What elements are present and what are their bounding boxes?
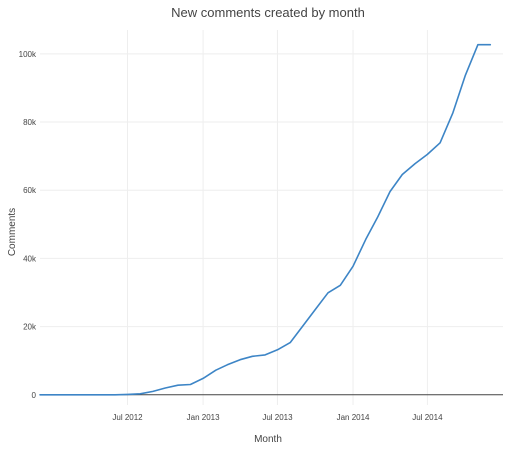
chart-title: New comments created by month — [171, 5, 365, 20]
x-tick-label: Jan 2013 — [187, 413, 220, 422]
y-tick-label: 20k — [23, 323, 37, 332]
y-axis-label: Comments — [7, 208, 18, 256]
series-layer — [39, 43, 492, 396]
y-tick-label: 40k — [23, 254, 37, 263]
x-axis-label: Month — [254, 434, 282, 445]
y-tick-label: 100k — [19, 50, 37, 59]
y-tick-label: 0 — [32, 391, 37, 400]
tick-labels: Jul 2012 Jan 2013 Jul 2013 Jan 2014 Jul 2014… — [19, 50, 443, 422]
series-line — [39, 43, 492, 396]
x-tick-label: Jan 2014 — [337, 413, 370, 422]
y-tick-label: 60k — [23, 186, 37, 195]
x-tick-label: Jul 2014 — [412, 413, 443, 422]
gridlines — [40, 30, 503, 405]
x-tick-label: Jul 2012 — [112, 413, 143, 422]
x-tick-label: Jul 2013 — [262, 413, 293, 422]
y-tick-label: 80k — [23, 118, 37, 127]
